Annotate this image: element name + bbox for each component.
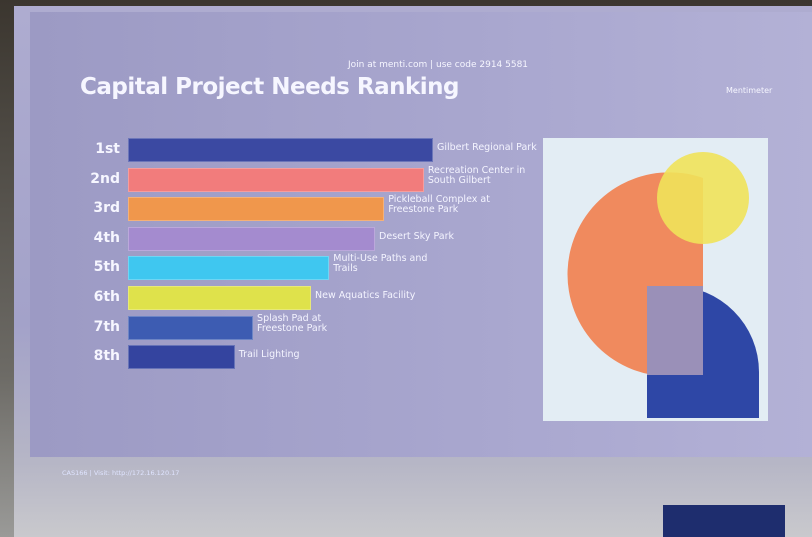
rank-label: 8th <box>93 348 120 365</box>
bar <box>128 256 330 281</box>
bar <box>128 197 385 222</box>
rank-label: 1st <box>95 141 120 157</box>
illustration <box>543 138 768 421</box>
bar <box>128 167 424 192</box>
bar-label: Desert Sky Park <box>379 230 455 242</box>
bar-label: Gilbert Regional Park <box>437 142 537 153</box>
illustration-art <box>567 152 759 418</box>
rank-label: 5th <box>93 259 120 276</box>
join-instructions: Join at menti.com | use code 2914 5581 <box>348 60 529 70</box>
overlap-square <box>647 286 703 375</box>
bar-label: Multi-Use Paths and Trails <box>333 253 428 275</box>
bar-label: Pickleball Complex at Freestone Park <box>388 194 490 216</box>
rank-label: 3rd <box>93 200 120 217</box>
chart-title: Capital Project Needs Ranking <box>80 74 460 100</box>
bar <box>128 138 433 162</box>
rank-label: 7th <box>93 318 120 335</box>
bar-label: New Aquatics Facility <box>315 290 416 301</box>
rank-label: 4th <box>93 229 120 246</box>
bar <box>128 315 254 340</box>
rank-label: 6th <box>93 289 120 305</box>
bar-label: Recreation Center in South Gilbert <box>427 164 526 186</box>
footer: CAS166 | Visit: http://172.16.120.17 <box>62 469 180 477</box>
bar-label: Splash Pad at Freestone Park <box>257 312 328 334</box>
bar <box>128 226 376 251</box>
brand: Mentimeter <box>726 86 773 95</box>
bar <box>128 345 235 370</box>
bar <box>128 286 311 310</box>
foreground-object <box>663 505 785 537</box>
yellow-circle <box>657 152 749 244</box>
rank-label: 2nd <box>90 170 120 187</box>
bar-label: Trail Lighting <box>238 349 300 361</box>
